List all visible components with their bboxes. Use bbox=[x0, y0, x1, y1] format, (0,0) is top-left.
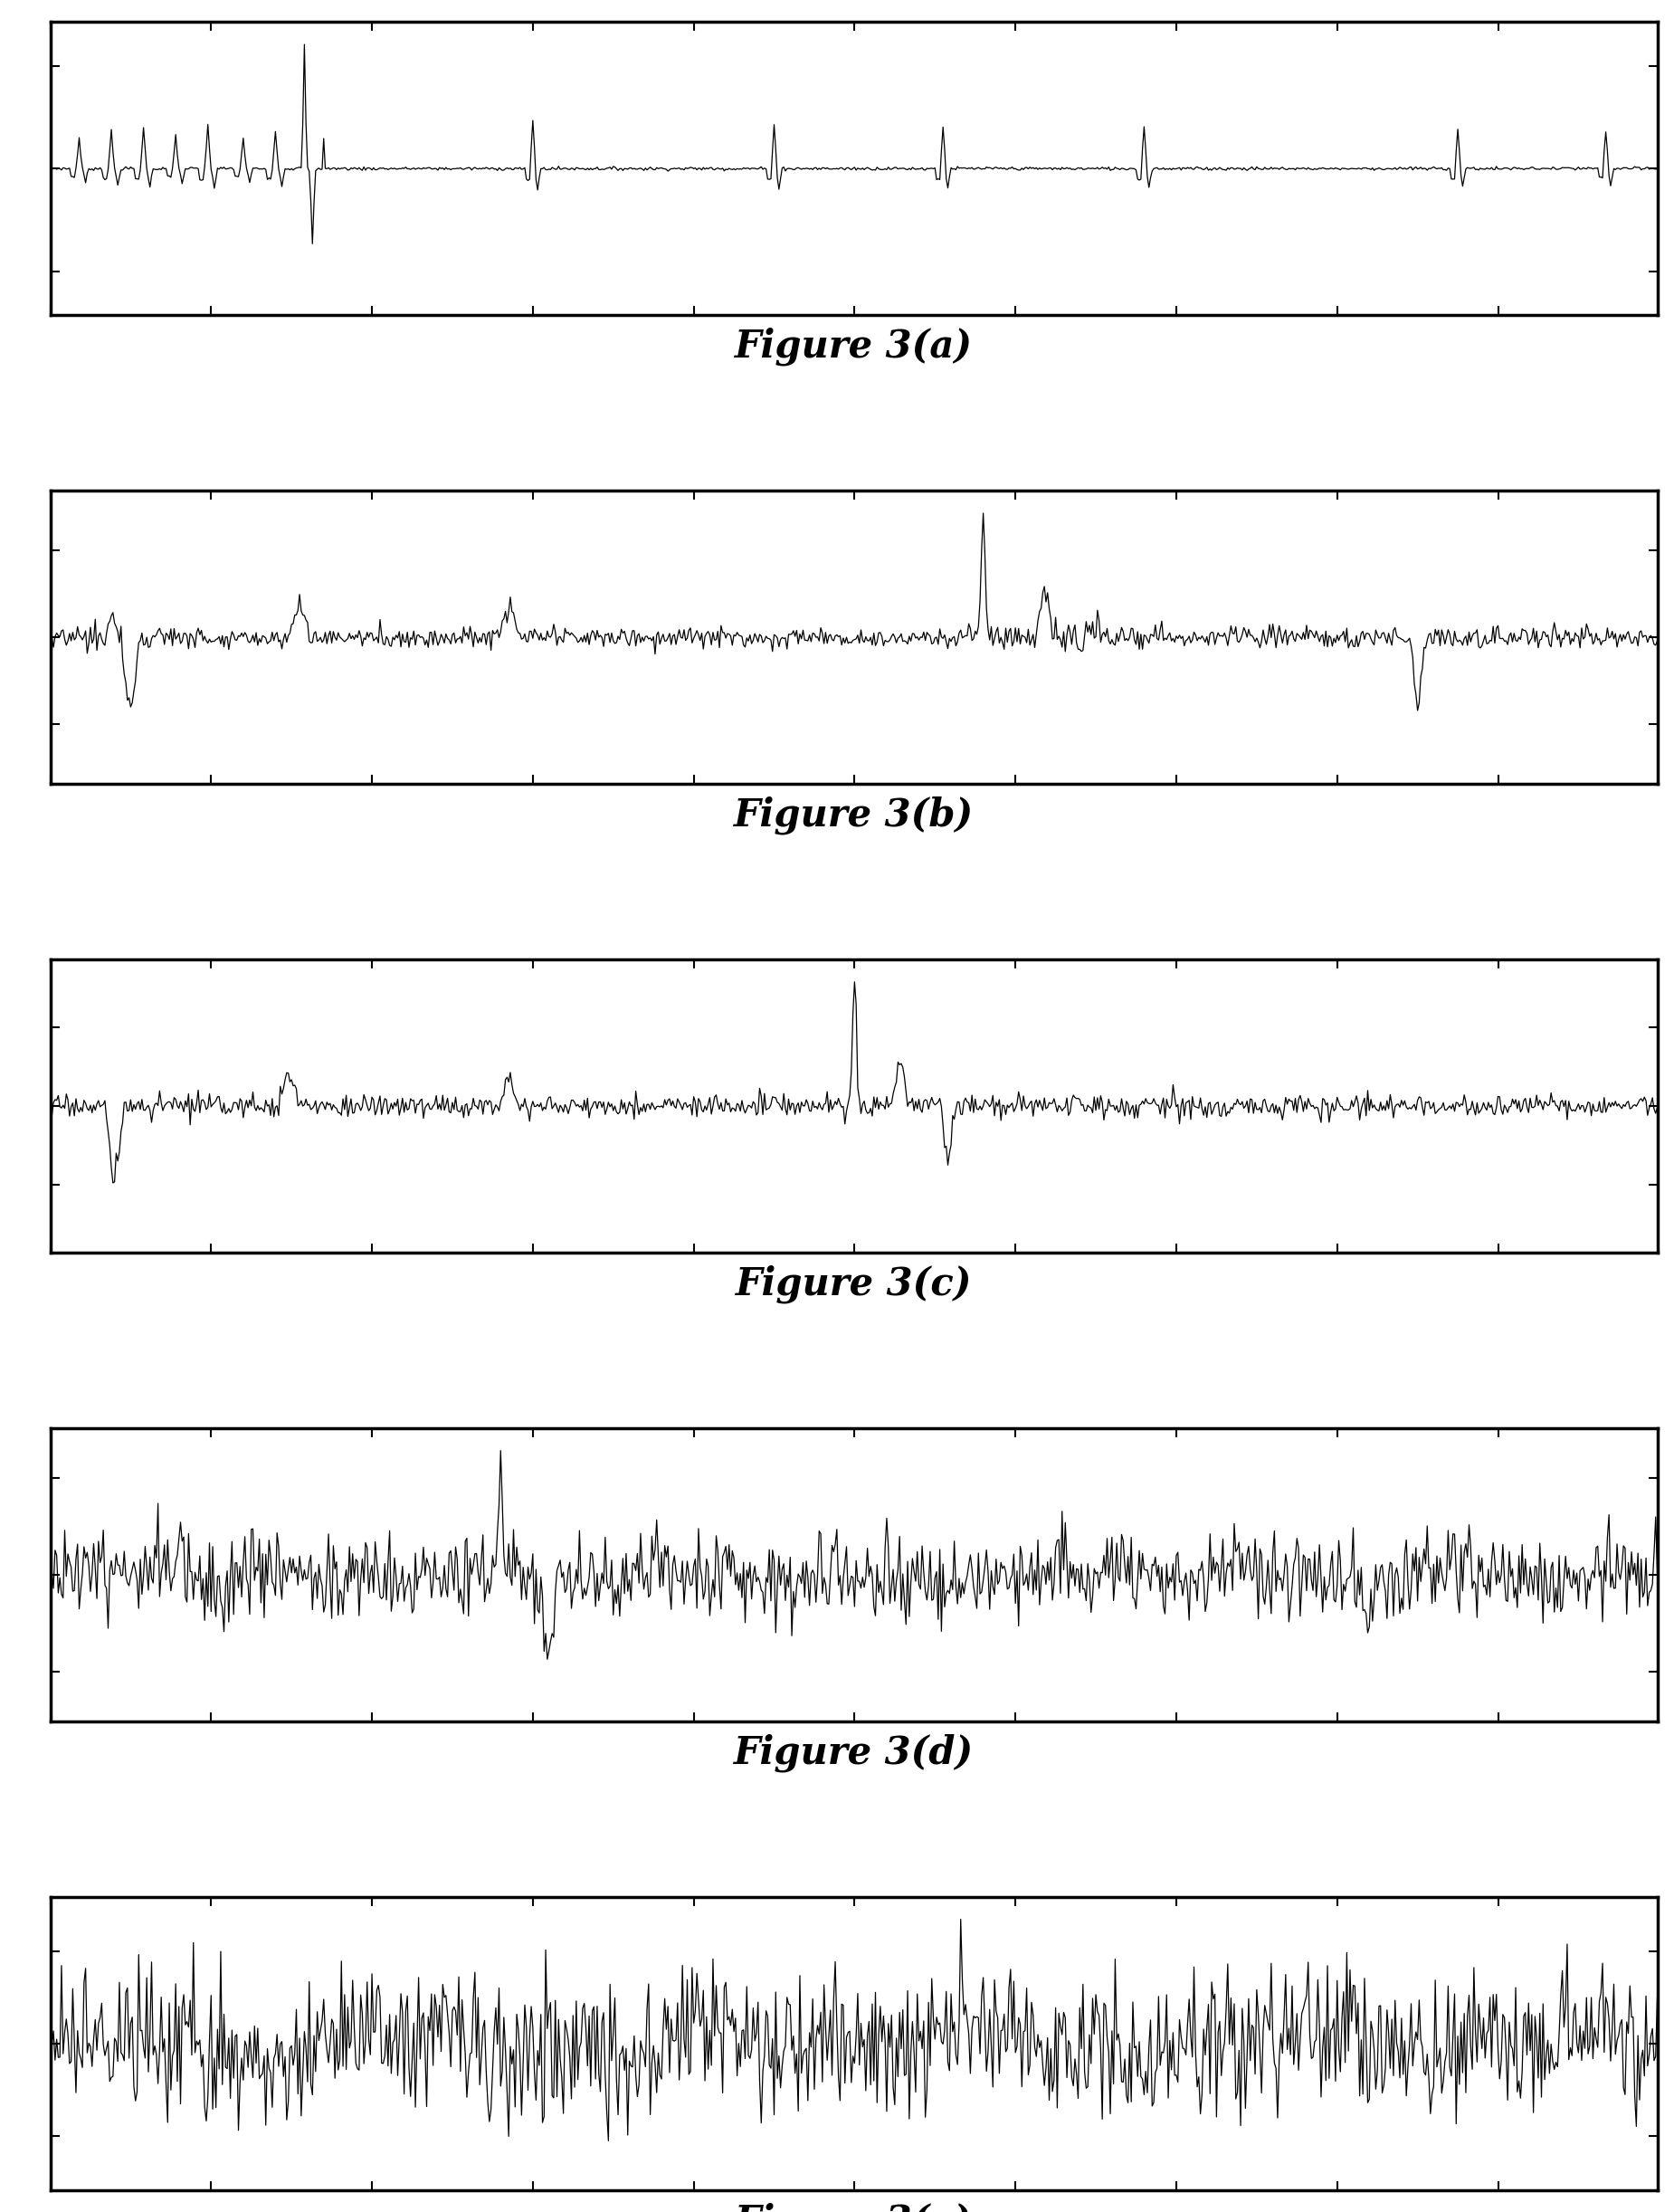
X-axis label: Figure 3(d): Figure 3(d) bbox=[733, 1734, 974, 1772]
X-axis label: Figure 3(a): Figure 3(a) bbox=[735, 327, 973, 367]
X-axis label: Figure 3(c): Figure 3(c) bbox=[735, 1265, 973, 1303]
X-axis label: Figure 3(e): Figure 3(e) bbox=[735, 2203, 973, 2212]
X-axis label: Figure 3(b): Figure 3(b) bbox=[733, 796, 974, 834]
